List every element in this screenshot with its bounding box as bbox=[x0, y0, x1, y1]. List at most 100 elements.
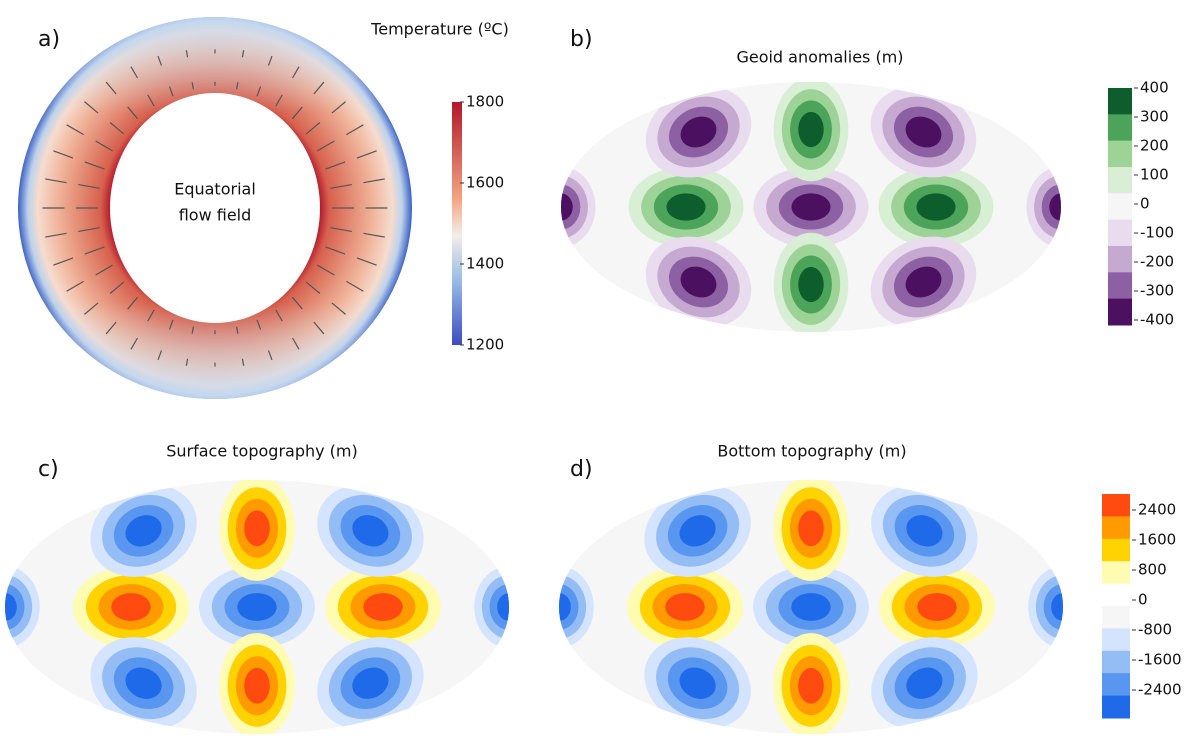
annotation: flow field bbox=[179, 206, 252, 225]
arrow bbox=[363, 178, 385, 184]
arrow bbox=[109, 122, 125, 135]
arrow bbox=[191, 82, 194, 90]
colorbar-step bbox=[1108, 114, 1132, 142]
arrow bbox=[84, 246, 105, 255]
arrow bbox=[84, 302, 99, 315]
contour bbox=[454, 492, 504, 524]
arrow bbox=[236, 326, 239, 334]
contour bbox=[352, 667, 389, 699]
contour bbox=[564, 690, 614, 722]
arrow bbox=[292, 66, 300, 79]
colorbar-step bbox=[1108, 167, 1132, 194]
contour bbox=[916, 193, 956, 221]
arrow bbox=[305, 122, 321, 135]
arrow bbox=[267, 55, 273, 66]
contour bbox=[791, 193, 831, 221]
arrow bbox=[363, 232, 385, 238]
arrow bbox=[241, 50, 245, 58]
contour bbox=[1051, 593, 1063, 621]
tick-label: -800 bbox=[1138, 621, 1172, 639]
arrow bbox=[45, 178, 67, 184]
arrow bbox=[236, 82, 239, 90]
contour bbox=[680, 266, 717, 298]
contour bbox=[798, 667, 824, 704]
colorbar-step bbox=[1108, 88, 1132, 115]
contour bbox=[1008, 690, 1058, 722]
arrow bbox=[356, 257, 377, 266]
tick-label: 1800 bbox=[466, 93, 504, 111]
contour bbox=[497, 593, 509, 621]
contour bbox=[454, 690, 504, 722]
arrow bbox=[191, 326, 194, 334]
arrow bbox=[127, 296, 139, 310]
contour bbox=[10, 690, 60, 722]
colorbar-ticks: 1800 1600 1400 1200 400 300 200 100 0 -100 -200 -30… bbox=[460, 79, 1182, 699]
arrow bbox=[45, 232, 67, 238]
colorbar-step bbox=[1108, 298, 1132, 326]
contour bbox=[1041, 184, 1061, 230]
arrow bbox=[130, 66, 138, 79]
arrow bbox=[168, 86, 174, 97]
arrow bbox=[330, 227, 352, 233]
contour bbox=[906, 515, 943, 547]
contour bbox=[679, 667, 716, 699]
bottom-topography-map bbox=[559, 480, 1063, 734]
panel-label: c) bbox=[38, 457, 59, 482]
contour bbox=[559, 593, 571, 621]
contour bbox=[917, 593, 957, 621]
contour bbox=[125, 667, 162, 699]
arrow bbox=[256, 86, 262, 97]
tick-label: 1400 bbox=[466, 255, 504, 273]
contour bbox=[665, 593, 705, 621]
colorbar-step bbox=[1108, 140, 1132, 168]
contour bbox=[680, 116, 717, 148]
arrow bbox=[130, 337, 138, 350]
tick-label: -2400 bbox=[1138, 681, 1182, 699]
contour bbox=[111, 593, 151, 621]
arrow bbox=[66, 124, 84, 136]
contour bbox=[798, 510, 824, 547]
tick-label: 1200 bbox=[466, 336, 504, 354]
arrow bbox=[95, 140, 113, 152]
arrow bbox=[275, 94, 283, 107]
arrow bbox=[317, 264, 335, 276]
arrow bbox=[147, 94, 155, 107]
contour bbox=[1008, 492, 1058, 524]
geoid-map bbox=[561, 82, 1061, 332]
arrow bbox=[53, 150, 74, 159]
arrow bbox=[305, 281, 321, 294]
contour bbox=[1006, 288, 1056, 321]
arrow bbox=[168, 319, 174, 330]
arrow bbox=[275, 309, 283, 322]
tick-label: 2400 bbox=[1138, 501, 1176, 519]
arrow bbox=[78, 183, 100, 189]
contour bbox=[5, 584, 25, 630]
tick-label: 0 bbox=[1140, 195, 1150, 213]
contour bbox=[363, 593, 403, 621]
colorbar bbox=[1102, 494, 1130, 719]
arrow bbox=[256, 319, 262, 330]
arrow bbox=[185, 50, 189, 58]
tick-label: -300 bbox=[1140, 282, 1174, 300]
arrow bbox=[157, 350, 163, 361]
contour bbox=[561, 193, 573, 221]
colorbar bbox=[1108, 88, 1132, 326]
contour bbox=[244, 510, 270, 547]
panel-title: Bottom topography (m) bbox=[717, 442, 906, 461]
contour bbox=[561, 184, 581, 230]
tick-label: 300 bbox=[1140, 108, 1169, 126]
contour bbox=[798, 111, 824, 148]
colorbar-step bbox=[1102, 516, 1130, 540]
annotation: Equatorial bbox=[174, 180, 256, 199]
arrow bbox=[330, 183, 352, 189]
contour bbox=[905, 116, 942, 148]
arrow bbox=[267, 350, 273, 361]
colorbar-step bbox=[1108, 272, 1132, 300]
arrow bbox=[78, 227, 100, 233]
arrow bbox=[241, 358, 245, 366]
contour bbox=[10, 492, 60, 524]
arrow bbox=[291, 106, 303, 120]
tick-label: -1600 bbox=[1138, 651, 1182, 669]
arrow bbox=[346, 124, 364, 136]
colorbar-step bbox=[1108, 193, 1132, 221]
